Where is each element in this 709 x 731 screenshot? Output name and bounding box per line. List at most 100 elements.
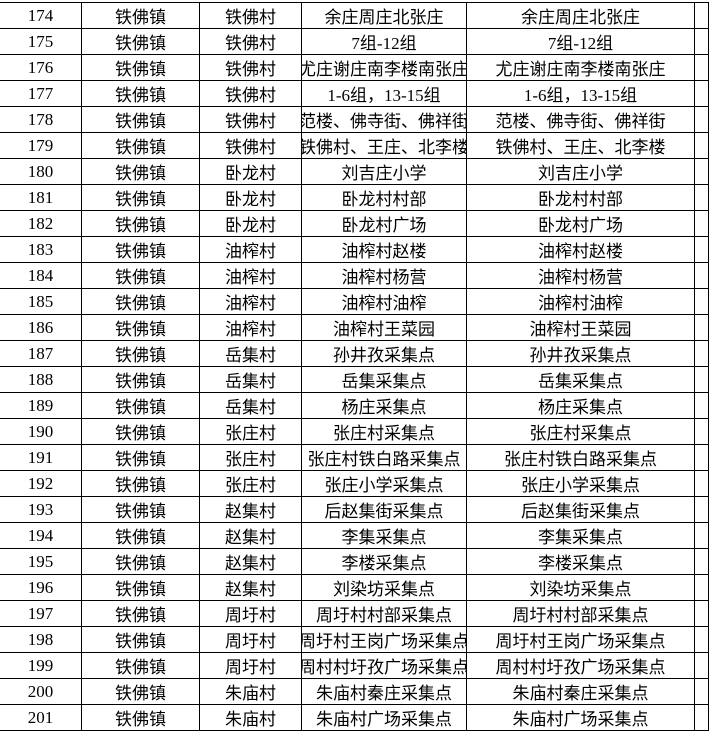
- cell-text: 赵集村: [225, 554, 276, 573]
- site: 7组-12组: [302, 29, 467, 55]
- cell-text: 铁佛镇: [115, 268, 166, 287]
- cell-text: 铁佛村: [225, 34, 276, 53]
- cell-text: 张庄村: [225, 424, 276, 443]
- site-full: 孙井孜采集点: [467, 341, 695, 367]
- blank: [695, 627, 709, 653]
- cell-text: 179: [27, 135, 54, 155]
- cell-text: 铁佛镇: [115, 502, 166, 521]
- cell-text: 孙井孜采集点: [529, 346, 632, 365]
- cell-text: 张庄小学采集点: [521, 476, 640, 495]
- town: 铁佛镇: [82, 367, 200, 393]
- cell-text: 油榨村杨营: [538, 268, 623, 287]
- cell-text: 183: [27, 239, 54, 259]
- site-full: 后赵集街采集点: [467, 497, 695, 523]
- row-number: 181: [0, 185, 82, 211]
- town: 铁佛镇: [82, 107, 200, 133]
- cell-text: 铁佛镇: [115, 554, 166, 573]
- village: 铁佛村: [200, 133, 302, 159]
- cell-text: 朱庙村: [225, 684, 276, 703]
- cell-text: 201: [27, 707, 54, 727]
- row-number: 190: [0, 419, 82, 445]
- site: 李集采集点: [302, 523, 467, 549]
- cell-text: 185: [27, 291, 54, 311]
- village: 赵集村: [200, 497, 302, 523]
- cell-text: 尤庄谢庄南李楼南张庄: [495, 60, 666, 79]
- village: 铁佛村: [200, 29, 302, 55]
- cell-text: 余庄周庄北张庄: [324, 8, 444, 27]
- cell-text: 岳集村: [225, 398, 276, 417]
- cell-text: 李集采集点: [341, 528, 427, 547]
- cell-text: 周圩村王岗广场采集点: [302, 632, 467, 651]
- town: 铁佛镇: [82, 55, 200, 81]
- site-full: 周圩村王岗广场采集点: [467, 627, 695, 653]
- cell-text: 卧龙村村部: [538, 190, 623, 209]
- village: 卧龙村: [200, 185, 302, 211]
- blank: [695, 211, 709, 237]
- village: 铁佛村: [200, 81, 302, 107]
- cell-text: 铁佛镇: [115, 34, 166, 53]
- town: 铁佛镇: [82, 679, 200, 705]
- blank: [695, 341, 709, 367]
- cell-text: 油榨村: [225, 320, 276, 339]
- town: 铁佛镇: [82, 705, 200, 731]
- row-number: 198: [0, 627, 82, 653]
- cell-text: 177: [27, 83, 54, 103]
- town: 铁佛镇: [82, 549, 200, 575]
- cell-text: 范楼、佛寺街、佛祥街: [495, 112, 666, 131]
- cell-text: 铁佛村: [225, 8, 276, 27]
- blank: [695, 705, 709, 731]
- cell-text: 李集采集点: [538, 528, 623, 547]
- row-number: 179: [0, 133, 82, 159]
- site-full: 1-6组，13-15组: [467, 81, 695, 107]
- town: 铁佛镇: [82, 575, 200, 601]
- cell-text: 朱庙村广场采集点: [512, 710, 649, 729]
- village: 岳集村: [200, 367, 302, 393]
- row-number: 195: [0, 549, 82, 575]
- site-full: 铁佛村、王庄、北李楼: [467, 133, 695, 159]
- row-number: 184: [0, 263, 82, 289]
- cell-text: 油榨村: [225, 242, 276, 261]
- site-full: 尤庄谢庄南李楼南张庄: [467, 55, 695, 81]
- cell-text: 194: [27, 525, 54, 545]
- cell-text: 铁佛镇: [115, 580, 166, 599]
- cell-text: 张庄村: [225, 476, 276, 495]
- cell-text: 张庄村采集点: [529, 424, 632, 443]
- cell-text: 油榨村油榨: [341, 294, 427, 313]
- site-full: 张庄小学采集点: [467, 471, 695, 497]
- town: 铁佛镇: [82, 419, 200, 445]
- cell-text: 周村村圩孜广场采集点: [302, 658, 467, 677]
- cell-text: 铁佛镇: [115, 710, 166, 729]
- village: 周圩村: [200, 653, 302, 679]
- cell-text: 铁佛镇: [115, 424, 166, 443]
- site-full: 杨庄采集点: [467, 393, 695, 419]
- cell-text: 周圩村: [225, 606, 276, 625]
- cell-text: 182: [27, 213, 54, 233]
- blank: [695, 55, 709, 81]
- cell-text: 196: [27, 577, 54, 597]
- town: 铁佛镇: [82, 133, 200, 159]
- cell-text: 铁佛村: [225, 60, 276, 79]
- cell-text: 187: [27, 343, 54, 363]
- blank: [695, 29, 709, 55]
- blank: [695, 419, 709, 445]
- cell-text: 200: [27, 681, 54, 701]
- cell-text: 铁佛镇: [115, 528, 166, 547]
- cell-text: 卧龙村: [225, 164, 276, 183]
- cell-text: 卧龙村广场: [538, 216, 623, 235]
- town: 铁佛镇: [82, 289, 200, 315]
- site: 杨庄采集点: [302, 393, 467, 419]
- cell-text: 铁佛镇: [115, 450, 166, 469]
- site-full: 李楼采集点: [467, 549, 695, 575]
- row-number: 189: [0, 393, 82, 419]
- town: 铁佛镇: [82, 237, 200, 263]
- cell-text: 1-6组，13-15组: [523, 86, 638, 105]
- site: 油榨村王菜园: [302, 315, 467, 341]
- blank: [695, 497, 709, 523]
- site-full: 油榨村赵楼: [467, 237, 695, 263]
- site: 刘吉庄小学: [302, 159, 467, 185]
- cell-text: 余庄周庄北张庄: [521, 8, 640, 27]
- cell-text: 卧龙村广场: [341, 216, 427, 235]
- cell-text: 朱庙村秦庄采集点: [316, 684, 452, 703]
- site-full: 张庄村铁白路采集点: [467, 445, 695, 471]
